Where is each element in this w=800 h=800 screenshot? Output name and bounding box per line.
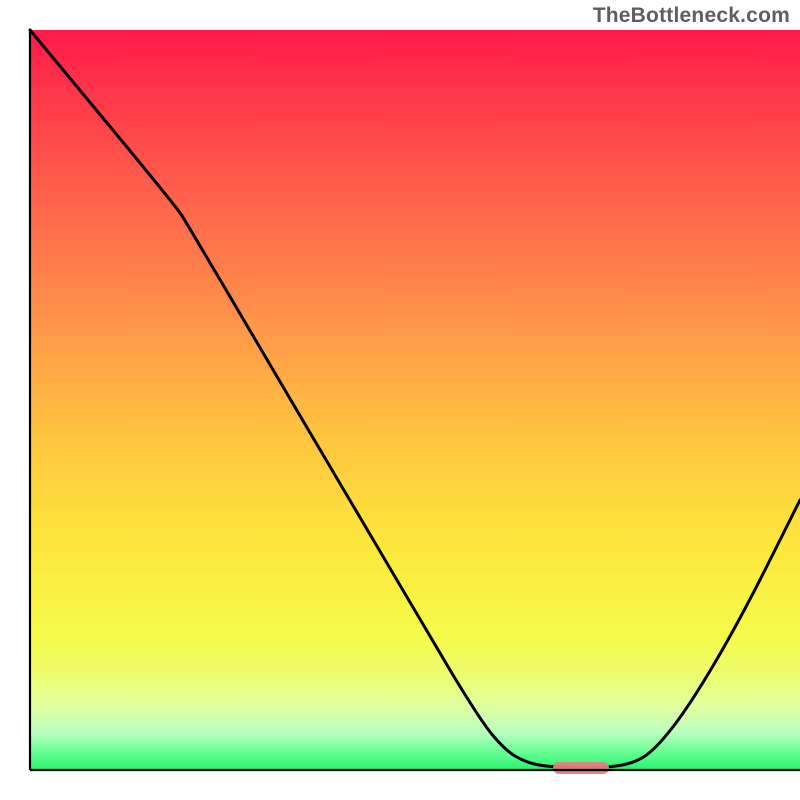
trough-marker: [553, 762, 609, 774]
gradient-background: [30, 30, 800, 770]
chart-svg: [0, 0, 800, 800]
bottleneck-chart: TheBottleneck.com: [0, 0, 800, 800]
watermark-text: TheBottleneck.com: [593, 4, 790, 28]
